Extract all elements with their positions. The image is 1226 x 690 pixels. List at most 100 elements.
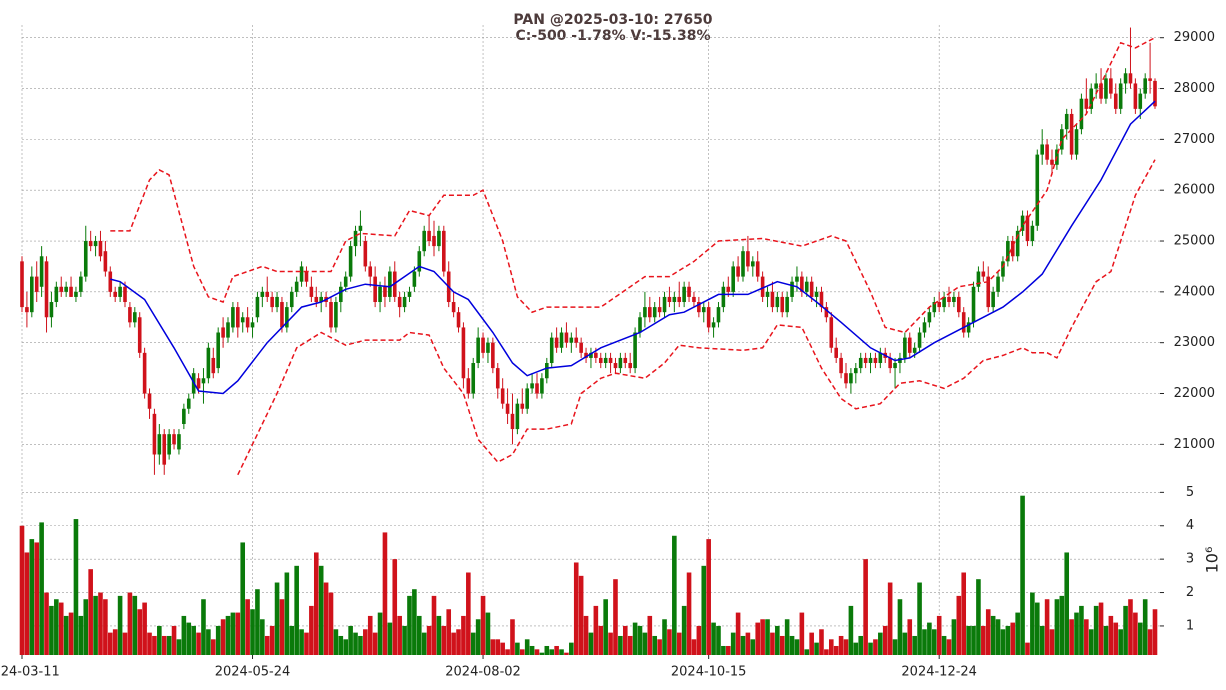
volume-bar [971, 625, 976, 655]
volume-bar [765, 619, 770, 655]
candle-body [1079, 98, 1084, 130]
volume-bar [647, 615, 653, 655]
candle-body [868, 357, 873, 364]
candle-body [466, 378, 471, 394]
candle-body [1143, 78, 1147, 94]
candle-body [137, 317, 142, 353]
candle-body [594, 352, 598, 358]
volume-bar [1137, 622, 1143, 655]
volume-bar [519, 649, 525, 655]
candle-body [348, 246, 353, 277]
volume-bar [951, 619, 957, 655]
candle-body [814, 291, 819, 297]
volume-bar [907, 619, 913, 655]
volume-bar [814, 642, 819, 655]
volume-bar [132, 595, 138, 655]
volume-bar [892, 639, 898, 655]
candle-body [113, 291, 117, 297]
volume-bar [377, 612, 383, 655]
volume-bar [318, 565, 324, 655]
volume-bar [83, 599, 89, 655]
candle-body [1006, 241, 1010, 262]
candle-body [574, 337, 579, 343]
y-tick-label: 22000 [1174, 386, 1215, 401]
candle-body [549, 337, 554, 364]
volume-bar [887, 582, 893, 655]
candle-body [201, 378, 206, 384]
candle-body [108, 271, 113, 292]
candle-body [54, 286, 59, 303]
volume-bar [112, 629, 118, 655]
candle-body [858, 357, 863, 369]
candle-body [878, 352, 883, 364]
volume-bar [1142, 599, 1148, 655]
volume-bar [1030, 592, 1035, 655]
candle-body [412, 271, 417, 287]
volume-bar [93, 595, 98, 655]
candle-body [903, 337, 907, 358]
candle-body [1030, 225, 1035, 242]
candle-body [785, 296, 789, 313]
volume-bar [78, 615, 84, 655]
candle-body [461, 327, 466, 379]
candle-body [932, 302, 937, 313]
volume-bar [1059, 595, 1065, 655]
volume-bar [1088, 629, 1094, 655]
volume-bar [515, 642, 520, 655]
volume-bar [466, 572, 471, 655]
volume-bar [662, 619, 667, 655]
candle-body [912, 347, 917, 353]
candle-body [520, 403, 525, 409]
candle-body [760, 276, 765, 297]
y-tick-label: 4 [1186, 518, 1194, 533]
y-tick-label: 3 [1186, 552, 1194, 567]
candle-body [1045, 144, 1049, 160]
volume-bar [995, 619, 1001, 655]
candle-body [206, 347, 211, 379]
candle-body [152, 413, 157, 455]
candle-body [721, 286, 726, 308]
volume-bar [784, 619, 790, 655]
candle-body [731, 266, 735, 292]
volume-bar [343, 639, 349, 655]
volume-bar [161, 635, 167, 655]
candle-body [741, 251, 745, 277]
candle-body [285, 307, 289, 328]
volume-bar [1118, 629, 1123, 655]
candle-body [1099, 83, 1103, 99]
candle-body [751, 261, 755, 267]
candle-body [422, 230, 426, 252]
candle-body [299, 266, 304, 282]
candle-body [353, 230, 358, 247]
volume-bar [1039, 625, 1045, 655]
volume-bar [338, 635, 344, 655]
chart-title: PAN @2025-03-10: 27650 [513, 12, 712, 28]
volume-bar [49, 605, 54, 655]
volume-bar [873, 639, 878, 655]
candle-body [530, 383, 534, 389]
volume-bar [421, 632, 427, 655]
candle-body [755, 261, 760, 277]
volume-bar [461, 615, 466, 655]
volume-bar [588, 632, 594, 655]
candle-body [603, 357, 608, 364]
candle-body [456, 312, 461, 328]
volume-bar [475, 619, 481, 655]
volume-bar [622, 625, 628, 655]
candle-body [677, 296, 682, 303]
y-tick-label: 25000 [1174, 234, 1215, 249]
volume-bar [500, 642, 505, 655]
candle-body [697, 302, 701, 313]
candle-body [319, 296, 323, 303]
candle-body [142, 352, 147, 394]
volume-bar [1064, 552, 1070, 655]
volume-bar [24, 552, 30, 655]
volume-bar [39, 522, 44, 655]
volume-bar [480, 595, 486, 655]
volume-bar [848, 605, 854, 655]
y-tick-label: 26000 [1174, 183, 1215, 198]
candle-body [182, 408, 186, 425]
y-tick-label: 24000 [1174, 284, 1215, 299]
candle-body [118, 286, 122, 297]
volume-bar [1084, 619, 1089, 655]
